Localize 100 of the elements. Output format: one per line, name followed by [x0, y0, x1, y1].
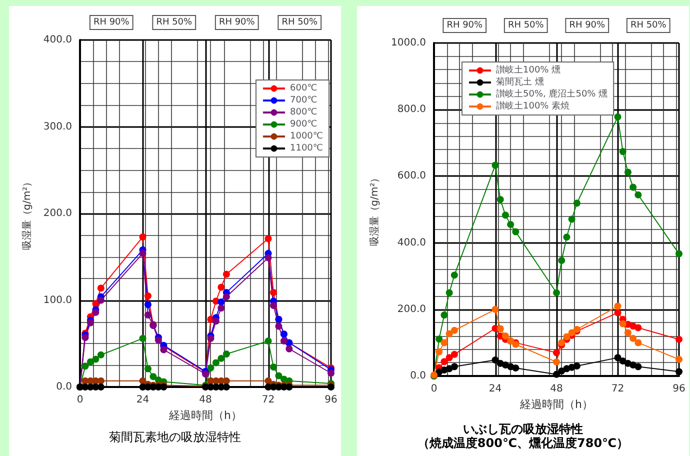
point — [86, 358, 94, 366]
x-tick-label: 24 — [136, 394, 150, 406]
legend-label: 1100℃ — [290, 144, 324, 154]
point — [139, 334, 146, 342]
y-tick-label: 600.0 — [397, 170, 426, 182]
point — [446, 354, 453, 362]
point — [624, 168, 632, 176]
point — [676, 336, 682, 343]
x-tick-label: 24 — [488, 384, 502, 394]
point — [222, 384, 230, 390]
point — [436, 348, 443, 356]
point — [558, 256, 566, 264]
point — [97, 351, 104, 358]
point — [630, 184, 637, 191]
legend-label: 菊間瓦土 燻 — [496, 76, 544, 88]
point — [218, 354, 225, 362]
legend-label: 800℃ — [290, 108, 318, 118]
point — [619, 148, 626, 156]
point — [573, 362, 580, 370]
point — [97, 296, 104, 304]
point — [558, 368, 566, 375]
point — [492, 162, 499, 169]
legend-label: 讃岐土100% 燻 — [496, 64, 561, 76]
point — [139, 250, 146, 257]
point — [154, 336, 162, 344]
point — [573, 200, 580, 207]
point — [450, 350, 458, 358]
point — [212, 318, 220, 325]
point — [86, 319, 94, 326]
point — [222, 350, 230, 358]
point — [222, 377, 230, 384]
point — [502, 332, 509, 340]
x-tick-label: 96 — [324, 394, 338, 406]
y-axis-title: 吸湿量（g/m²） — [368, 172, 381, 246]
point — [563, 333, 570, 340]
text: RH 50% — [508, 20, 544, 30]
point — [676, 368, 682, 376]
x-tick-label: 0 — [430, 384, 438, 394]
point — [144, 312, 152, 318]
point — [676, 356, 682, 363]
legend-label: 900℃ — [290, 120, 318, 130]
point — [496, 196, 504, 204]
text: RH 90% — [93, 18, 130, 28]
point — [82, 334, 89, 342]
point — [512, 228, 520, 236]
point — [440, 339, 448, 346]
point — [264, 338, 272, 345]
point — [280, 338, 288, 345]
point — [568, 216, 576, 223]
point — [275, 372, 282, 380]
y-tick-label: 100.0 — [43, 294, 72, 306]
y-tick-label: 400.0 — [397, 237, 426, 248]
point — [634, 363, 642, 370]
point — [222, 293, 230, 300]
y-tick-label: 1000.0 — [391, 38, 426, 48]
point — [97, 377, 104, 384]
point — [207, 334, 214, 342]
point — [144, 365, 152, 372]
point — [139, 233, 146, 240]
point — [450, 272, 458, 279]
point — [97, 284, 104, 292]
y-tick-label: 800.0 — [397, 104, 426, 116]
point — [440, 312, 448, 319]
point — [492, 356, 499, 364]
point — [558, 339, 566, 346]
x-tick-label: 48 — [550, 384, 563, 394]
point — [270, 302, 277, 309]
point — [440, 358, 448, 366]
y-tick-label: 200.0 — [43, 208, 72, 219]
legend-label: 讃岐土50%, 鹿沼土50% 燻 — [496, 88, 608, 100]
point — [270, 288, 277, 296]
point — [624, 329, 632, 336]
x-tick-label: 0 — [76, 394, 84, 406]
y-tick-label: 200.0 — [397, 304, 426, 315]
y-tick-label: 300.0 — [43, 121, 72, 132]
point — [553, 370, 560, 378]
x-tick-label: 72 — [262, 394, 275, 406]
x-tick-label: 96 — [672, 384, 686, 394]
point — [568, 329, 576, 336]
point — [212, 359, 220, 366]
legend-label: 700℃ — [290, 96, 318, 106]
point — [553, 289, 560, 296]
point — [264, 235, 272, 242]
point — [286, 345, 293, 352]
point — [563, 234, 570, 241]
point — [446, 330, 453, 338]
point — [676, 250, 682, 258]
point — [630, 334, 637, 342]
point — [634, 191, 642, 198]
point — [553, 358, 560, 366]
point — [144, 292, 152, 300]
point — [446, 289, 453, 296]
point — [492, 306, 499, 313]
x-axis-title: 経過時間（h） — [168, 408, 242, 422]
point — [218, 284, 225, 291]
text: （焼成温度800℃、燻化温度780℃） — [417, 436, 629, 450]
point — [82, 362, 89, 370]
text: RH 90% — [218, 18, 256, 28]
y-tick-label: 400.0 — [43, 34, 72, 46]
point — [207, 364, 214, 372]
